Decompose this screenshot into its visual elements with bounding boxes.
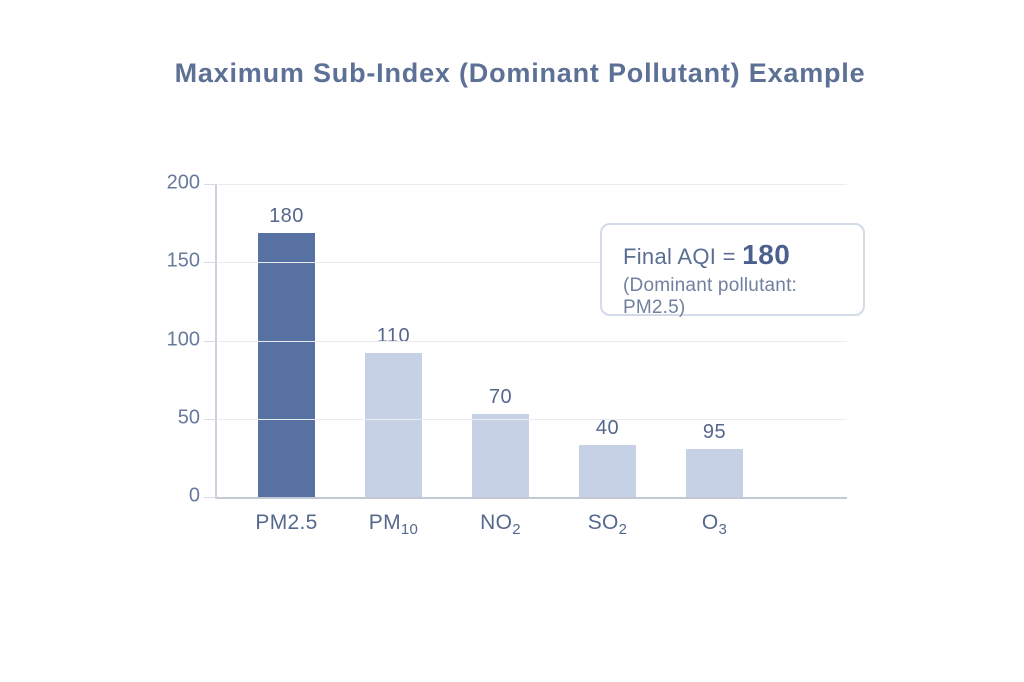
x-axis-label-PM2.5: PM2.5 [255, 511, 318, 534]
x-axis-labels: PM2.5 PM10 NO2 SO2 O3 [233, 511, 768, 539]
plot-area: 180 110 70 40 95 PM2.5 PM10 NO2 SO2 O3 0 50 100 150… [167, 172, 847, 537]
bar-PM2.5 [258, 232, 315, 497]
x-axis-label-NO2: NO2 [480, 511, 521, 539]
bar-value-label: 110 [376, 325, 411, 347]
y-tick-mark-50 [204, 418, 217, 420]
bar-slot-PM2.5: 180 [233, 184, 340, 497]
y-axis-tick-label: 100 [166, 328, 200, 351]
y-tick-mark-200 [204, 184, 217, 185]
bar-group: 180 110 70 40 95 [233, 184, 768, 497]
bar-SO2 [579, 445, 636, 497]
x-axis-label-O3: O3 [701, 511, 728, 539]
bar-slot-NO2: 70 [447, 184, 554, 497]
final-aqi-annotation-box: Final AQI = 180 (Dominant pollutant: PM2… [600, 223, 865, 318]
bar-value-label: 40 [595, 417, 620, 440]
dominant-pollutant-subtitle: (Dominant pollutant: PM2.5) [623, 275, 798, 318]
y-tick-mark-0 [204, 497, 217, 498]
x-axis-label-SO2: SO2 [587, 511, 628, 539]
final-aqi-value: 180 [742, 239, 791, 270]
chart-title: Maximum Sub-Index (Dominant Pollutant) E… [174, 58, 866, 88]
y-tick-mark-100 [204, 340, 217, 342]
gridline-150 [217, 262, 847, 264]
gridline-50 [217, 418, 847, 420]
final-aqi-prefix: Final AQI = [623, 244, 743, 269]
y-axis-tick-label: 0 [188, 484, 200, 507]
bar-value-label: 70 [488, 386, 513, 409]
bar-NO2 [472, 414, 529, 497]
bar-value-label: 95 [702, 420, 727, 443]
final-aqi-line: Final AQI = 180 [623, 239, 863, 271]
y-axis-tick-label: 200 [166, 171, 200, 194]
bar-PM10 [365, 353, 422, 497]
x-axis-label-PM10: PM10 [368, 511, 419, 539]
bar-slot-O3: 95 [661, 184, 768, 497]
y-tick-mark-150 [204, 262, 217, 264]
bar-O3 [686, 448, 743, 497]
bar-slot-PM10: 110 [340, 184, 447, 497]
y-axis-tick-label: 50 [177, 406, 200, 429]
bar-slot-SO2: 40 [554, 184, 661, 497]
gridline-200 [217, 184, 847, 185]
gridline-100 [217, 340, 847, 342]
bar-value-label: 180 [269, 204, 304, 227]
y-axis-tick-label: 150 [166, 249, 200, 272]
